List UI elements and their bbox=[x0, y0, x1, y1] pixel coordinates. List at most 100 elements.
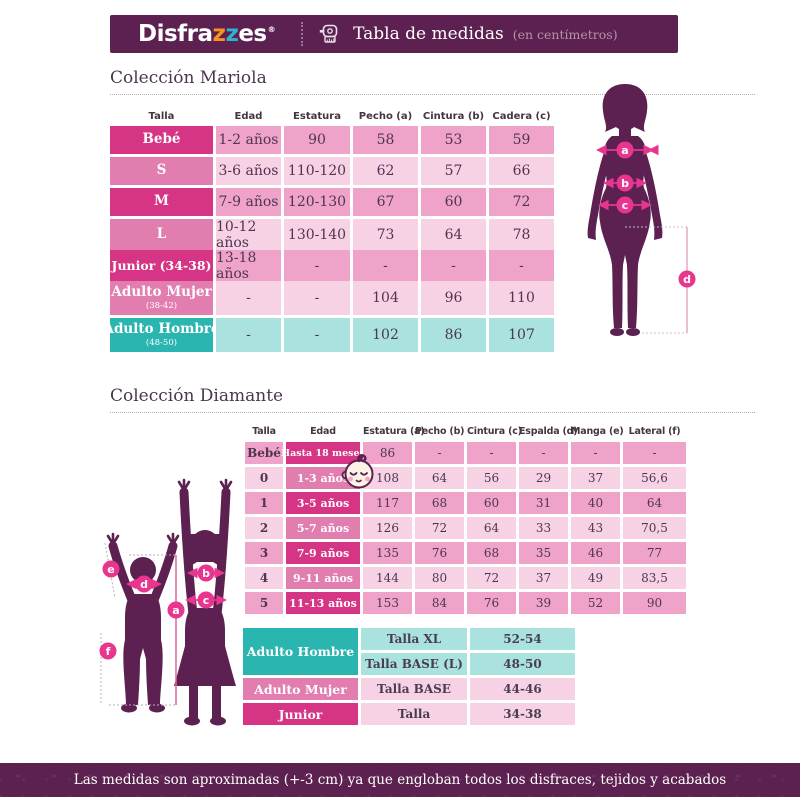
age-cell: 11-13 años bbox=[286, 592, 360, 614]
value-cell: - bbox=[216, 281, 281, 315]
table-row: L 10-12 años 130-140 73 64 78 bbox=[110, 219, 554, 251]
size-cell: Junior (34-38) bbox=[110, 250, 213, 282]
value-cell: 40 bbox=[571, 492, 620, 514]
size-cell: 5 bbox=[245, 592, 283, 614]
value-cell: 37 bbox=[571, 467, 620, 489]
value-cell: 46 bbox=[571, 542, 620, 564]
value-cell: 72 bbox=[415, 517, 464, 539]
logo-z2: z bbox=[225, 21, 239, 47]
size-cell: L bbox=[110, 219, 213, 251]
measure-label-c bbox=[197, 591, 215, 609]
table-row: 2 5-7 años 126 72 64 33 43 70,5 bbox=[245, 517, 686, 539]
value-cell: 34-38 bbox=[470, 703, 575, 725]
value-cell: - bbox=[415, 442, 464, 464]
size-cell: 0 bbox=[245, 467, 283, 489]
value-cell: 90 bbox=[284, 126, 350, 154]
value-cell: 29 bbox=[519, 467, 568, 489]
girl-figure bbox=[174, 478, 236, 726]
column-header: Estatura (a) bbox=[363, 426, 425, 437]
value-cell: 49 bbox=[571, 567, 620, 589]
value-cell: 90 bbox=[623, 592, 686, 614]
section-title-diamante: Colección Diamante bbox=[110, 386, 755, 413]
measure-label-b bbox=[616, 174, 634, 192]
value-cell: 13-18 años bbox=[216, 250, 281, 282]
column-header: Estatura bbox=[293, 111, 341, 122]
label-cell: Talla XL bbox=[361, 628, 467, 650]
dotted-divider bbox=[301, 22, 304, 46]
value-cell: 72 bbox=[467, 567, 516, 589]
svg-text:b: b bbox=[621, 177, 629, 190]
table-row: S 3-6 años 110-120 62 57 66 bbox=[110, 157, 554, 185]
column-header: Lateral (f) bbox=[628, 426, 681, 437]
table-row: 4 9-11 años 144 80 72 37 49 83,5 bbox=[245, 567, 686, 589]
svg-text:d: d bbox=[683, 273, 691, 286]
table-row: Bebé 1-2 años 90 58 53 59 bbox=[110, 126, 554, 154]
value-cell: 53 bbox=[421, 126, 486, 154]
size-cell: Adulto Hombre (48-50) bbox=[104, 318, 220, 352]
value-cell: - bbox=[284, 250, 350, 282]
table-header-row: Talla Edad Estatura (a) Pecho (b) Cintur… bbox=[245, 421, 686, 437]
table-row: 5 11-13 años 153 84 76 39 52 90 bbox=[245, 592, 686, 614]
value-cell: 84 bbox=[415, 592, 464, 614]
size-cell: Adulto Mujer (38-42) bbox=[110, 281, 213, 315]
value-cell: 39 bbox=[519, 592, 568, 614]
baby-icon bbox=[341, 454, 374, 489]
table-row: Adulto Hombre (48-50) - - 102 86 107 bbox=[104, 318, 554, 352]
value-cell: 7-9 años bbox=[216, 188, 281, 216]
header-bar: Disfrazzes® Tabla de medidas (en centíme… bbox=[110, 15, 678, 53]
value-cell: 68 bbox=[415, 492, 464, 514]
value-cell: 76 bbox=[467, 592, 516, 614]
page-title: Tabla de medidas bbox=[353, 24, 504, 44]
size-cell: M bbox=[110, 188, 213, 216]
footer-bar: Las medidas son aproximadas (+-3 cm) ya … bbox=[0, 763, 800, 797]
age-cell: 7-9 años bbox=[286, 542, 360, 564]
value-cell: 35 bbox=[519, 542, 568, 564]
label-cell: Talla BASE bbox=[361, 678, 467, 700]
value-cell: 33 bbox=[519, 517, 568, 539]
label-cell: Talla bbox=[361, 703, 467, 725]
value-cell: - bbox=[467, 442, 516, 464]
value-cell: 64 bbox=[623, 492, 686, 514]
table-header-row: Talla Edad Estatura Pecho (a) Cintura (b… bbox=[110, 104, 554, 122]
page-subtitle: (en centímetros) bbox=[512, 26, 618, 42]
value-cell: 64 bbox=[421, 219, 486, 251]
value-cell: 76 bbox=[415, 542, 464, 564]
logo-text: Disfra bbox=[138, 21, 213, 47]
value-cell: 104 bbox=[353, 281, 418, 315]
value-cell: 72 bbox=[489, 188, 554, 216]
age-cell: 3-5 años bbox=[286, 492, 360, 514]
value-cell: - bbox=[284, 318, 350, 352]
measuring-tape-icon bbox=[319, 23, 341, 45]
value-cell: - bbox=[421, 250, 486, 282]
column-header: Cadera (c) bbox=[492, 111, 551, 122]
value-cell: 62 bbox=[353, 157, 418, 185]
value-cell: 1-2 años bbox=[216, 126, 281, 154]
value-cell: 68 bbox=[467, 542, 516, 564]
value-cell: 37 bbox=[519, 567, 568, 589]
value-cell: 110-120 bbox=[284, 157, 350, 185]
measure-label-d bbox=[135, 575, 153, 593]
value-cell: - bbox=[623, 442, 686, 464]
registered-mark: ® bbox=[267, 25, 276, 35]
value-cell: 60 bbox=[467, 492, 516, 514]
table-row: 0 1-3 años 108 64 56 29 37 56,6 bbox=[245, 467, 686, 489]
column-header: Cintura (c) bbox=[467, 426, 522, 437]
value-cell: - bbox=[571, 442, 620, 464]
value-cell: 10-12 años bbox=[216, 219, 281, 251]
kids-silhouette: e d a b c f bbox=[99, 478, 236, 726]
value-cell: 31 bbox=[519, 492, 568, 514]
column-header: Talla bbox=[252, 426, 276, 437]
value-cell: 102 bbox=[353, 318, 418, 352]
value-cell: 135 bbox=[363, 542, 412, 564]
size-cell: Bebé bbox=[245, 442, 283, 464]
age-cell: 5-7 años bbox=[286, 517, 360, 539]
table-row: 1 3-5 años 117 68 60 31 40 64 bbox=[245, 492, 686, 514]
logo-text-end: es bbox=[238, 21, 267, 47]
size-cell: S bbox=[110, 157, 213, 185]
svg-text:c: c bbox=[203, 594, 210, 607]
size-cell: 3 bbox=[245, 542, 283, 564]
value-cell: 60 bbox=[421, 188, 486, 216]
mariola-section: Colección Mariola Talla Edad Estatura Pe… bbox=[104, 68, 755, 355]
measure-label-d bbox=[678, 270, 696, 288]
